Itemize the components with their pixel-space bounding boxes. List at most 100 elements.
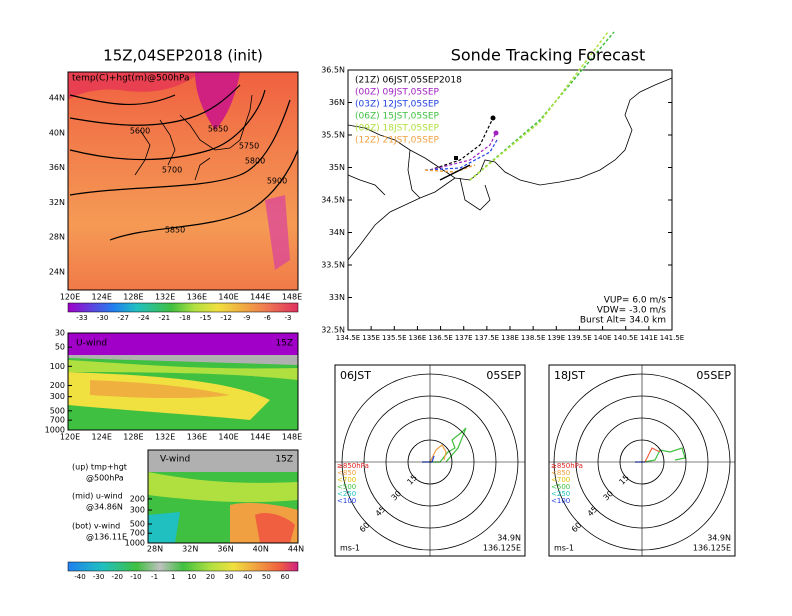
lat-label: 36N bbox=[329, 98, 345, 107]
lat-label: 35.5N bbox=[321, 131, 345, 140]
colorbar-label: -33 bbox=[76, 314, 87, 322]
legend-entry: (03Z) 12JST,05SEP bbox=[355, 100, 440, 110]
note: @500hPa bbox=[86, 474, 124, 483]
lon-label: 128E bbox=[123, 433, 143, 442]
lat-label: 40N bbox=[49, 128, 65, 137]
hodo-line bbox=[430, 427, 467, 463]
lon-label: 140E bbox=[218, 293, 238, 302]
info-text: VUP= 6.0 m/s bbox=[604, 296, 667, 306]
ring bbox=[575, 395, 709, 529]
note: (up) tmp+hgt bbox=[72, 463, 127, 472]
legend-entry: (00Z) 09JST,05SEP bbox=[355, 88, 440, 98]
legend-entry: (21Z) 06JST,05SEP2018 bbox=[355, 76, 462, 86]
colorbar bbox=[67, 302, 299, 313]
lat-label: 36N bbox=[217, 545, 233, 554]
band bbox=[255, 513, 295, 543]
hodo-line bbox=[644, 447, 661, 463]
colorbar-label: 20 bbox=[206, 573, 215, 581]
band bbox=[68, 360, 298, 380]
lon-label: 138E bbox=[501, 334, 519, 342]
lat-label: 24N bbox=[49, 268, 65, 277]
hodo-unit: ms-1 bbox=[554, 544, 574, 553]
band bbox=[90, 380, 230, 399]
colorbar-label: -30 bbox=[93, 573, 104, 581]
lon-label: 134.5E bbox=[336, 334, 360, 342]
contour-label: 5850 bbox=[165, 226, 185, 235]
hodo-legend: <700 bbox=[337, 476, 356, 484]
note: @136.11E bbox=[86, 533, 127, 542]
section-time: 15Z bbox=[275, 339, 293, 349]
lon-label: 139E bbox=[547, 334, 565, 342]
colorbar-label: -6 bbox=[264, 314, 272, 322]
pressure-label: 100 bbox=[50, 362, 65, 371]
colorbar-label: 60 bbox=[281, 573, 290, 581]
pressure-label: 700 bbox=[130, 529, 145, 538]
lat-label: 44N bbox=[288, 545, 304, 554]
section-frame bbox=[67, 332, 299, 431]
temperature-map bbox=[67, 71, 299, 313]
lon-label: 137.5E bbox=[475, 334, 499, 342]
hodo-legend: <250 bbox=[551, 490, 570, 498]
lon-label: 144E bbox=[250, 293, 270, 302]
lon-label: 120E bbox=[60, 433, 80, 442]
lat-label: 32.5N bbox=[321, 326, 345, 335]
hodographs bbox=[334, 364, 736, 557]
lon-label: 124E bbox=[92, 433, 112, 442]
lat-label: 32N bbox=[182, 545, 198, 554]
pressure-label: 50 bbox=[55, 343, 65, 352]
hodo-legend: <100 bbox=[551, 497, 570, 505]
pressure-label: 700 bbox=[50, 416, 65, 425]
colorbar-label: -10 bbox=[130, 573, 141, 581]
contour-label: 5650 bbox=[208, 125, 228, 134]
hodo-legend: <100 bbox=[337, 497, 356, 505]
map-frame bbox=[67, 71, 299, 291]
ring bbox=[407, 439, 453, 485]
colorbar-label: -12 bbox=[220, 314, 231, 322]
lat-label: 34.5N bbox=[321, 196, 345, 205]
contour-label: 5800 bbox=[245, 157, 265, 166]
lon-label: 136E bbox=[187, 293, 207, 302]
hodo-unit: ms-1 bbox=[340, 544, 360, 553]
map-title: 15Z,04SEP2018 (init) bbox=[103, 47, 263, 65]
pressure-label: 200 bbox=[130, 494, 145, 503]
u-wind-section bbox=[67, 332, 299, 431]
legend-entry: (12Z) 21JST,05SEP bbox=[355, 136, 440, 146]
lon-label: 141.5E bbox=[660, 334, 684, 342]
hodo-line bbox=[429, 444, 447, 463]
lon-label: 132E bbox=[155, 293, 175, 302]
hodo-legend: <250 bbox=[337, 490, 356, 498]
lat-label: 35N bbox=[329, 163, 345, 172]
colorbar-label: 30 bbox=[225, 573, 234, 581]
colorbar-label: -3 bbox=[285, 314, 292, 322]
contour-label: 5750 bbox=[239, 142, 259, 151]
lon-label: 128E bbox=[123, 293, 143, 302]
hodo-legend: ≥850hPa bbox=[551, 462, 583, 470]
upper-band bbox=[68, 333, 298, 355]
contour-label: 5600 bbox=[130, 127, 150, 136]
lon-label: 138.5E bbox=[521, 334, 545, 342]
ring bbox=[619, 439, 665, 485]
ring bbox=[385, 417, 475, 507]
info-text: Burst Alt= 34.0 km bbox=[580, 316, 666, 326]
section-time: 15Z bbox=[275, 455, 293, 465]
colorbar bbox=[67, 561, 299, 572]
track-title: Sonde Tracking Forecast bbox=[451, 46, 646, 65]
colorbar-label: -18 bbox=[179, 314, 190, 322]
lon-label: 132E bbox=[155, 433, 175, 442]
hodo-lon: 136.125E bbox=[483, 544, 521, 553]
track-purple bbox=[429, 132, 497, 171]
launch-point bbox=[454, 156, 458, 160]
lon-label: 148E bbox=[282, 293, 302, 302]
colorbar-label: -30 bbox=[97, 314, 108, 322]
colorbar-label: -27 bbox=[117, 314, 128, 322]
hodo-line bbox=[644, 447, 686, 463]
note: (bot) v-wind bbox=[72, 522, 120, 531]
cold-core bbox=[195, 72, 240, 130]
note: @34.86N bbox=[86, 503, 123, 512]
cold-area bbox=[68, 72, 200, 100]
lon-label: 139.5E bbox=[567, 334, 591, 342]
band bbox=[148, 512, 180, 543]
info-text: VDW= -3.0 m/s bbox=[597, 306, 667, 316]
warm-spot bbox=[265, 195, 290, 270]
track-yellow bbox=[469, 31, 609, 181]
